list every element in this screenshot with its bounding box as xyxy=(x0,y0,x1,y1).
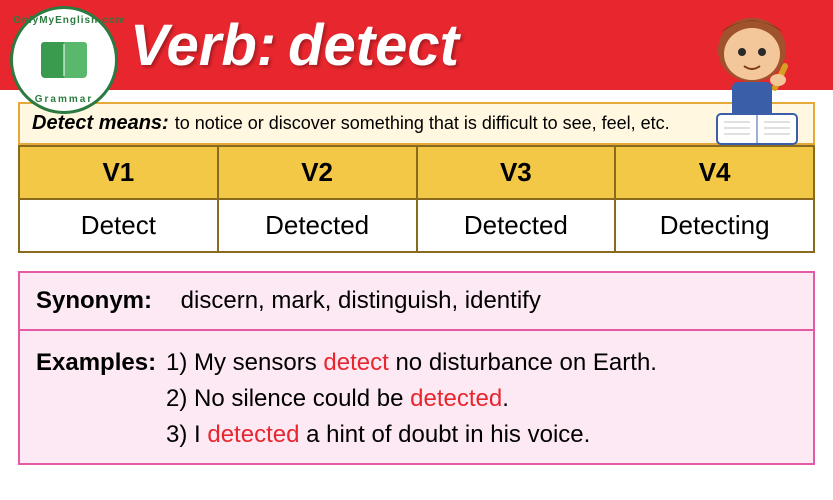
example-pre: I xyxy=(194,421,207,448)
synonym-row: Synonym: discern, mark, distinguish, ide… xyxy=(20,273,813,331)
th-v1: V1 xyxy=(19,146,218,199)
site-logo: OnlyMyEnglish.com Grammar xyxy=(10,6,118,114)
th-v3: V3 xyxy=(417,146,616,199)
header-bar: OnlyMyEnglish.com Grammar Verb:detect xyxy=(0,0,833,90)
logo-text-top: OnlyMyEnglish.com xyxy=(13,15,115,26)
td-v1: Detect xyxy=(19,199,218,252)
example-line-1: Examples: 1) My sensors detect no distur… xyxy=(36,345,797,381)
synonym-text: discern, mark, distinguish, identify xyxy=(181,287,541,314)
examples-label: Examples: xyxy=(36,345,166,381)
book-icon xyxy=(41,42,87,78)
example-1-text: 1) My sensors detect no disturbance on E… xyxy=(166,345,797,381)
example-line-2: 2) No silence could be detected. xyxy=(36,381,797,417)
example-post: no disturbance on Earth. xyxy=(389,349,657,376)
definition-text: to notice or discover something that is … xyxy=(175,113,670,133)
example-num: 1) xyxy=(166,349,187,376)
table-row: Detect Detected Detected Detecting xyxy=(19,199,814,252)
example-highlight: detected xyxy=(410,385,502,412)
example-pre: No silence could be xyxy=(194,385,410,412)
logo-circle: OnlyMyEnglish.com Grammar xyxy=(10,6,118,114)
title-word: detect xyxy=(288,13,459,78)
table-header-row: V1 V2 V3 V4 xyxy=(19,146,814,199)
synonym-label: Synonym: xyxy=(36,287,156,315)
verb-forms-table: V1 V2 V3 V4 Detect Detected Detected Det… xyxy=(18,145,815,253)
title-label: Verb: xyxy=(130,13,276,78)
example-num: 2) xyxy=(166,385,187,412)
th-v4: V4 xyxy=(615,146,814,199)
page-title: Verb:detect xyxy=(130,12,459,79)
td-v4: Detecting xyxy=(615,199,814,252)
example-num: 3) xyxy=(166,421,187,448)
mascot-illustration xyxy=(682,2,827,152)
td-v3: Detected xyxy=(417,199,616,252)
td-v2: Detected xyxy=(218,199,417,252)
example-line-3: 3) I detected a hint of doubt in his voi… xyxy=(36,417,797,453)
examples-block: Examples: 1) My sensors detect no distur… xyxy=(20,331,813,463)
info-box: Synonym: discern, mark, distinguish, ide… xyxy=(18,271,815,465)
example-highlight: detect xyxy=(323,349,388,376)
example-post: a hint of doubt in his voice. xyxy=(299,421,590,448)
example-post: . xyxy=(502,385,509,412)
th-v2: V2 xyxy=(218,146,417,199)
logo-text-bottom: Grammar xyxy=(13,94,115,105)
example-highlight: detected xyxy=(207,421,299,448)
example-pre: My sensors xyxy=(194,349,323,376)
definition-label: Detect means: xyxy=(32,112,169,134)
